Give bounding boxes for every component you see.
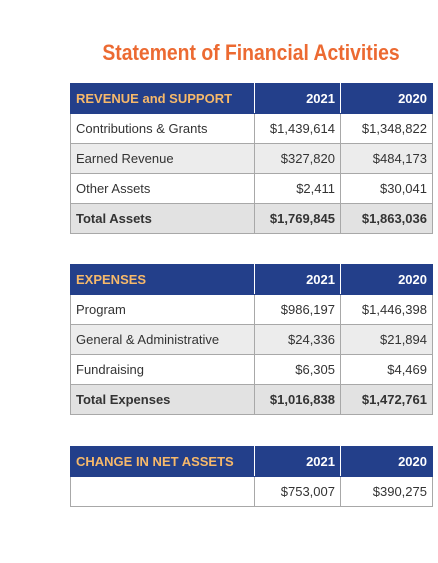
row-label: General & Administrative	[70, 324, 255, 355]
header-cell: 2021	[254, 83, 341, 114]
header-cell: 2020	[340, 446, 433, 477]
total-row: Total Expenses $1,016,838 $1,472,761	[70, 384, 433, 415]
data-row: $753,007 $390,275	[70, 476, 433, 507]
amount-cell: $327,820	[254, 143, 341, 174]
amount-cell: $1,472,761	[340, 384, 433, 415]
data-row: Contributions & Grants $1,439,614 $1,348,8…	[70, 113, 433, 144]
row-label: Total Expenses	[70, 384, 255, 415]
header-cell: 2020	[340, 264, 433, 295]
data-row: General & Administrative $24,336 $21,894	[70, 324, 433, 355]
amount-cell: $24,336	[254, 324, 341, 355]
amount-cell: $1,446,398	[340, 294, 433, 325]
page-title: Statement of Financial Activities	[102, 40, 400, 65]
header-cell: EXPENSES	[70, 264, 255, 295]
header-cell: 2020	[340, 83, 433, 114]
amount-cell: $21,894	[340, 324, 433, 355]
amount-cell: $986,197	[254, 294, 341, 325]
amount-cell: $1,348,822	[340, 113, 433, 144]
row-label: Earned Revenue	[70, 143, 255, 174]
data-row: Program $986,197 $1,446,398	[70, 294, 433, 325]
row-label: Other Assets	[70, 173, 255, 204]
financial-table: CHANGE IN NET ASSETS 2021 2020 $753,007 $390…	[70, 446, 433, 507]
row-label: Program	[70, 294, 255, 325]
empty-cell	[70, 476, 255, 507]
header-cell: 2021	[254, 446, 341, 477]
amount-cell: $753,007	[254, 476, 341, 507]
financial-table: EXPENSES 2021 2020 Program $986,197 $1,446,39…	[70, 264, 433, 415]
amount-cell: $390,275	[340, 476, 433, 507]
header-cell: CHANGE IN NET ASSETS	[70, 446, 255, 477]
amount-cell: $2,411	[254, 173, 341, 204]
amount-cell: $4,469	[340, 354, 433, 385]
row-label: Total Assets	[70, 203, 255, 234]
row-label: Contributions & Grants	[70, 113, 255, 144]
header-cell: REVENUE and SUPPORT	[70, 83, 255, 114]
header-cell: 2021	[254, 264, 341, 295]
amount-cell: $484,173	[340, 143, 433, 174]
amount-cell: $30,041	[340, 173, 433, 204]
amount-cell: $1,016,838	[254, 384, 341, 415]
row-label: Fundraising	[70, 354, 255, 385]
data-row: Fundraising $6,305 $4,469	[70, 354, 433, 385]
data-row: Earned Revenue $327,820 $484,173	[70, 143, 433, 174]
header-row: EXPENSES 2021 2020	[70, 264, 433, 295]
total-row: Total Assets $1,769,845 $1,863,036	[70, 203, 433, 234]
amount-cell: $1,769,845	[254, 203, 341, 234]
amount-cell: $1,863,036	[340, 203, 433, 234]
financial-table: REVENUE and SUPPORT 2021 2020 Contributions…	[70, 83, 433, 234]
amount-cell: $6,305	[254, 354, 341, 385]
data-row: Other Assets $2,411 $30,041	[70, 173, 433, 204]
amount-cell: $1,439,614	[254, 113, 341, 144]
header-row: CHANGE IN NET ASSETS 2021 2020	[70, 446, 433, 477]
header-row: REVENUE and SUPPORT 2021 2020	[70, 83, 433, 114]
